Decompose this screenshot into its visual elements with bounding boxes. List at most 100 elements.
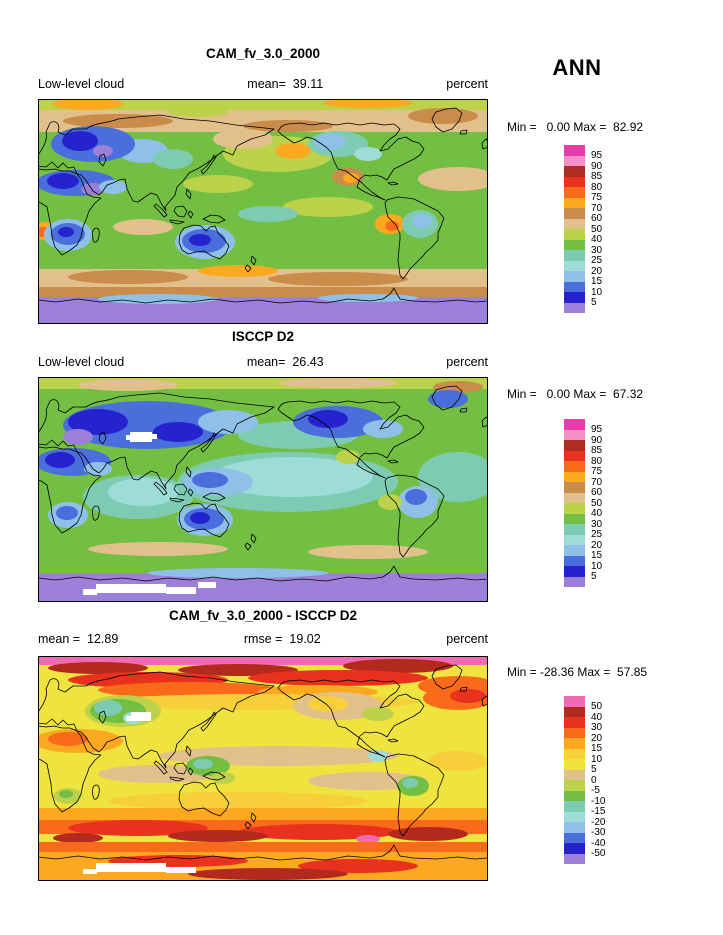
legend-level-label: 15 — [591, 276, 603, 287]
legend-color-swatch — [564, 780, 585, 791]
legend-level-label: 30 — [591, 244, 603, 256]
map-cam-lowcloud — [38, 99, 488, 324]
panel3-units-label: percent — [446, 632, 488, 646]
legend-color-swatch — [564, 811, 585, 822]
legend-level-label: 25 — [591, 255, 603, 266]
legend-level-label: -20 — [591, 816, 606, 828]
legend-level-label: 90 — [591, 434, 603, 446]
legend-color-swatch — [564, 197, 585, 208]
legend-color-swatch — [564, 706, 585, 717]
panel2-mean-label: mean= 26.43 — [246, 355, 324, 369]
legend-level-label: -50 — [591, 848, 606, 859]
legend-level-label: 20 — [591, 732, 603, 744]
legend-color-swatch — [564, 260, 585, 271]
panel2-variable-label: Low-level cloud — [38, 355, 125, 369]
legend-level-label: 50 — [591, 701, 603, 712]
legend-level-label: -10 — [591, 795, 606, 807]
legend-color-swatch — [564, 545, 585, 556]
legend-color-swatch — [564, 576, 585, 587]
panel1-mean-label: mean= 39.11 — [247, 77, 324, 91]
legend-level-label: -30 — [591, 827, 606, 838]
legend-color-swatch — [564, 727, 585, 738]
legend-color-swatch — [564, 145, 585, 156]
legend-level-label: 90 — [591, 160, 603, 172]
legend-color-swatch — [564, 450, 585, 461]
legend-level-label: 20 — [591, 265, 603, 277]
legend-color-swatch — [564, 471, 585, 482]
legend-level-label: 20 — [591, 539, 603, 551]
legend-color-swatch — [564, 461, 585, 472]
panel1-title: CAM_fv_3.0_2000 — [205, 46, 321, 61]
legend-color-swatch — [564, 790, 585, 801]
map-isccp-lowcloud — [38, 377, 488, 602]
panel1-caption-row: Low-level cloud mean= 39.11 percent — [38, 77, 488, 91]
contour-fills — [38, 656, 488, 881]
legend-level-label: 80 — [591, 181, 603, 193]
legend-color-swatch — [564, 239, 585, 250]
legend-color-swatch — [564, 271, 585, 282]
legend-color-swatch — [564, 513, 585, 524]
panel3-title: CAM_fv_3.0_2000 - ISCCP D2 — [168, 608, 358, 623]
legend-color-swatch — [564, 748, 585, 759]
panel3-color-legend: 50 40 30 20 15 10 5 0 -5 -10 -15 -20 -30 -40 -50 — [564, 696, 628, 866]
legend-color-swatch — [564, 696, 585, 707]
legend-level-label: 40 — [591, 234, 603, 245]
legend-color-swatch — [564, 492, 585, 503]
legend-color-swatch — [564, 440, 585, 451]
legend-level-label: -40 — [591, 837, 606, 849]
legend-color-swatch — [564, 292, 585, 303]
panel2-color-legend: 95 90 85 80 75 70 60 50 40 30 25 20 15 10 5 — [564, 419, 628, 589]
season-label: ANN — [552, 55, 602, 80]
legend-color-swatch — [564, 853, 585, 864]
legend-level-label: 40 — [591, 508, 603, 519]
legend-color-swatch — [564, 717, 585, 728]
panel1-minmax: Min = 0.00 Max = 82.92 — [507, 120, 644, 134]
legend-color-swatch — [564, 555, 585, 566]
legend-level-label: 85 — [591, 445, 603, 456]
legend-level-label: 85 — [591, 171, 603, 182]
panel2-title: ISCCP D2 — [231, 329, 295, 344]
legend-color-swatch — [564, 759, 585, 770]
panel1-color-legend: 95 90 85 80 75 70 60 50 40 30 25 20 15 10 5 — [564, 145, 628, 315]
legend-level-label: -15 — [591, 806, 606, 817]
legend-level-label: 10 — [591, 560, 603, 572]
map-frame — [38, 99, 488, 324]
legend-color-swatch — [564, 822, 585, 833]
legend-level-label: 75 — [591, 192, 603, 203]
legend-color-swatch — [564, 176, 585, 187]
legend-level-label: 60 — [591, 213, 603, 224]
panel1-variable-label: Low-level cloud — [38, 77, 125, 91]
legend-level-label: 80 — [591, 455, 603, 467]
legend-level-label: 10 — [591, 286, 603, 298]
legend-color-swatch — [564, 801, 585, 812]
panel3-caption-row: mean = 12.89 rmse = 19.02 percent — [38, 632, 488, 646]
legend-color-swatch — [564, 302, 585, 313]
legend-level-label: 0 — [591, 774, 597, 786]
legend-level-label: 30 — [591, 722, 603, 733]
legend-level-label: 15 — [591, 743, 603, 754]
legend-level-label: 95 — [591, 424, 603, 435]
legend-color-swatch — [564, 832, 585, 843]
legend-color-swatch — [564, 281, 585, 292]
legend-level-label: 60 — [591, 487, 603, 498]
legend-level-label: -5 — [591, 785, 600, 796]
legend-color-swatch — [564, 155, 585, 166]
legend-level-label: 5 — [591, 571, 597, 582]
panel3-minmax: Min = -28.36 Max = 57.85 — [507, 665, 648, 679]
legend-level-label: 70 — [591, 476, 603, 488]
contour-fills — [38, 377, 488, 602]
legend-color-swatch — [564, 738, 585, 749]
legend-color-swatch — [564, 419, 585, 430]
legend-color-swatch — [564, 482, 585, 493]
legend-color-swatch — [564, 524, 585, 535]
panel2-units-label: percent — [446, 355, 488, 369]
legend-level-label: 40 — [591, 711, 603, 723]
legend-level-label: 5 — [591, 764, 597, 775]
legend-level-label: 10 — [591, 753, 603, 765]
panel3-rmse-label: rmse = 19.02 — [243, 632, 321, 646]
legend-color-swatch — [564, 250, 585, 261]
legend-color-swatch — [564, 843, 585, 854]
legend-color-swatch — [564, 429, 585, 440]
legend-level-label: 15 — [591, 550, 603, 561]
